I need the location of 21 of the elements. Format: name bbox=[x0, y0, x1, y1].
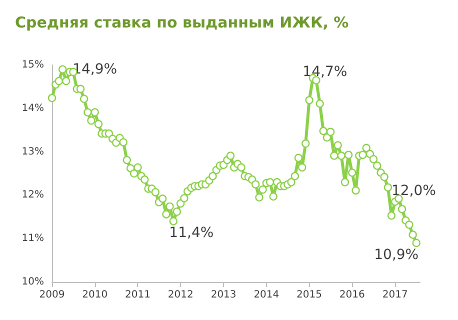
x-tick-label: 2014 bbox=[254, 290, 280, 300]
x-tick-label: 2013 bbox=[210, 290, 236, 300]
x-tick-label: 2009 bbox=[39, 290, 65, 300]
y-tick-label: 12% bbox=[22, 190, 44, 201]
x-tick-label: 2017 bbox=[382, 290, 408, 300]
y-tick-label: 14% bbox=[22, 102, 44, 114]
x-tick-label: 2015 bbox=[296, 290, 322, 300]
annotation: 14,9% bbox=[72, 61, 118, 78]
y-tick-label: 10% bbox=[22, 276, 44, 288]
x-tick-label: 2011 bbox=[124, 290, 150, 300]
annotation: 10,9% bbox=[374, 246, 419, 263]
chart-title: Средняя ставка по выданным ИЖК, % bbox=[15, 14, 349, 32]
x-tick-label: 2012 bbox=[168, 290, 194, 300]
x-tick-label: 2010 bbox=[82, 290, 108, 300]
annotation: 14,7% bbox=[302, 64, 348, 80]
y-tick-label: 13% bbox=[22, 146, 44, 158]
annotation: 12,0% bbox=[391, 183, 436, 200]
x-tick-label: 2016 bbox=[339, 290, 365, 300]
y-tick-label: 11% bbox=[22, 233, 44, 244]
y-tick-label: 15% bbox=[22, 60, 44, 70]
annotation: 11,4% bbox=[169, 225, 214, 242]
